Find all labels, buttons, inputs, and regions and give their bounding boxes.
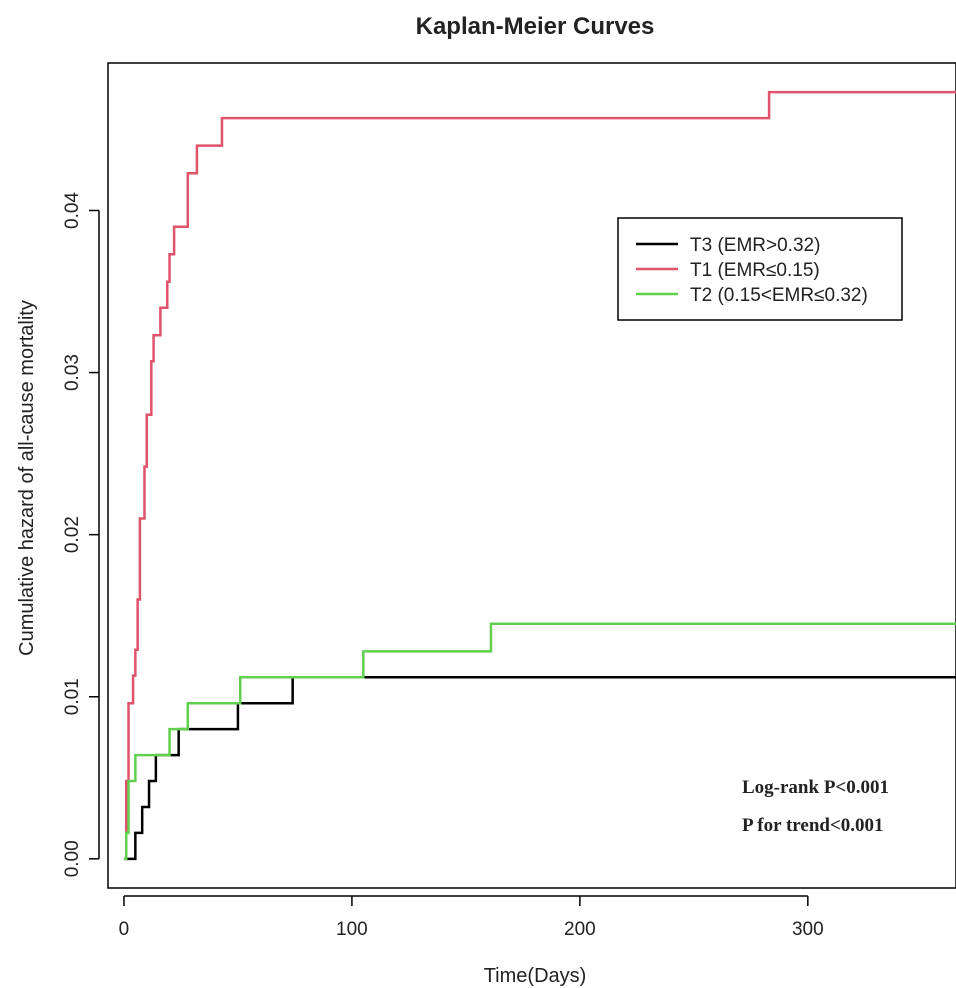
x-axis: 0 100 200 300: [119, 895, 824, 940]
series-line-3: [123, 622, 956, 861]
x-tick-label: 0: [119, 919, 130, 940]
legend-label: T1 (EMR≤0.15): [690, 260, 820, 281]
chart-title: Kaplan-Meier Curves: [416, 13, 655, 40]
series-line-2: [123, 90, 956, 861]
y-tick-label: 0.00: [62, 840, 83, 877]
x-tick-label: 100: [336, 919, 368, 940]
series-line-1: [123, 676, 956, 861]
log-rank-annotation: Log-rank P<0.001: [742, 777, 889, 798]
y-axis: 0.00 0.01 0.02 0.03 0.04: [62, 192, 100, 877]
legend: T3 (EMR>0.32) T1 (EMR≤0.15) T2 (0.15<EMR≤0…: [617, 217, 903, 321]
x-tick-label: 200: [564, 919, 596, 940]
x-axis-label: Time(Days): [484, 965, 587, 987]
legend-label: T2 (0.15<EMR≤0.32): [690, 285, 868, 306]
series-layer: [123, 90, 956, 861]
y-tick-label: 0.04: [62, 192, 83, 229]
y-tick-label: 0.02: [62, 516, 83, 553]
y-tick-label: 0.01: [62, 678, 83, 715]
y-tick-label: 0.03: [62, 354, 83, 391]
plot-frame: [107, 62, 956, 889]
legend-label: T3 (EMR>0.32): [690, 235, 820, 256]
y-axis-label: Cumulative hazard of all-cause mortality: [16, 300, 38, 656]
legend-items: T3 (EMR>0.32) T1 (EMR≤0.15) T2 (0.15<EMR≤0…: [636, 235, 868, 306]
trend-annotation: P for trend<0.001: [742, 815, 884, 836]
x-tick-label: 300: [792, 919, 824, 940]
